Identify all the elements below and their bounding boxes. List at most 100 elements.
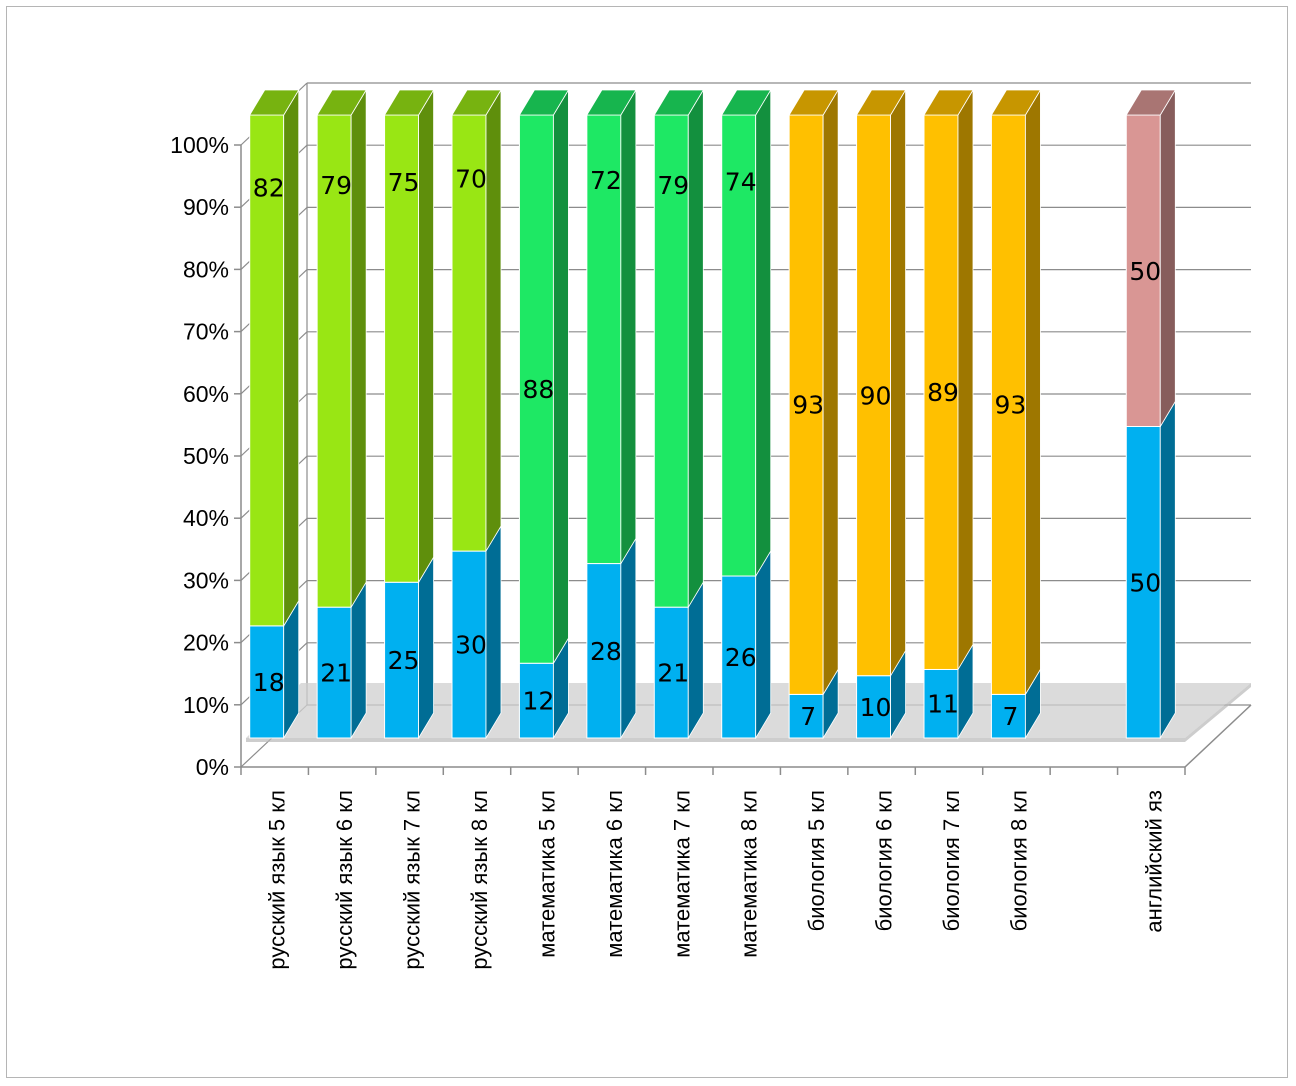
y-tick-label: 70% [183,319,229,345]
bar-upper-side [957,88,974,671]
bar-stack: 26 74 [721,88,772,740]
data-label-upper: 79 [320,171,352,200]
x-tick-label: биология 7 кл [939,790,964,931]
bar-top [518,89,570,116]
data-label-upper: 75 [388,168,420,197]
bar-lower-side [350,580,367,740]
bar-stack: 30 70 [451,88,502,740]
bar-top [788,89,839,116]
x-tick-label: английский яз [1141,790,1166,933]
bar-top [586,89,637,116]
bar-top [653,89,704,116]
data-label-lower: 10 [860,693,892,722]
x-tick-label: математика 6 кл [602,790,627,958]
y-tick-label: 100% [170,132,229,158]
x-tick-label: математика 8 кл [737,790,762,958]
x-tick-label: математика 7 кл [669,790,694,958]
data-label-lower: 50 [1129,568,1161,597]
x-tick-label: русский язык 6 кл [332,790,357,970]
data-label-lower: 26 [725,643,757,672]
bar-lower-front [788,693,824,739]
bar-lower-front [990,693,1026,739]
bar-top [721,89,772,116]
y-tick-label: 30% [183,567,229,593]
data-label-upper: 70 [455,164,487,193]
y-tick-label: 90% [183,194,229,220]
chart-frame [6,6,1288,1078]
bar-upper-side [350,88,367,609]
data-label-upper: 72 [590,166,622,195]
bar-top [249,89,300,116]
bar-top [923,89,974,116]
bar-upper-side [890,88,906,678]
bar-lower-side [1159,400,1176,740]
bar-upper-front [721,114,757,577]
data-label-upper: 82 [253,173,285,202]
bars: 1882217925753070128828722179267479310901… [249,88,1176,740]
data-label-lower: 11 [927,690,959,719]
bar-upper-side [620,88,637,566]
data-label-lower: 28 [590,637,622,666]
data-label-upper: 79 [657,171,689,200]
y-axis: 0% 10% 20% 30% 40% 50% 60% 70% 80% 90% 100% [170,132,241,780]
data-label-upper: 93 [995,391,1027,420]
bar-stack: 21 79 [316,88,367,740]
x-tick-label: русский язык 7 кл [400,790,425,970]
bar-stack: 10 90 [855,88,907,740]
bar-upper-side [822,88,839,696]
bar-upper-side [755,88,772,578]
data-label-lower: 7 [1002,702,1018,731]
bar-stack: 7 93 [990,88,1042,740]
x-tick-label: биология 8 кл [1006,790,1031,931]
bar-upper-front [384,114,420,583]
bar-top [1125,89,1176,116]
x-tick-labels: русский язык 5 кл русский язык 6 кл русски… [265,790,1167,970]
bar-lower-front [1125,426,1161,739]
bar-upper-front [788,114,824,695]
x-tick-label: биология 6 кл [872,790,897,931]
bar-upper-front [653,114,689,608]
data-label-upper: 50 [1129,257,1161,286]
bar-top [855,89,907,116]
x-tick-label: биология 5 кл [804,790,829,931]
bar-lower-front [316,606,352,739]
data-label-lower: 25 [388,646,420,675]
bar-stack: 12 88 [518,88,570,740]
data-label-lower: 21 [657,659,689,688]
y-tick-label: 50% [183,443,229,469]
data-label-upper: 74 [725,167,757,196]
bar-upper-side [553,88,569,665]
bar-upper-side [1159,88,1176,428]
bar-top [990,89,1042,116]
bar-upper-side [485,88,502,553]
data-label-upper: 88 [523,375,555,404]
bar-lower-side [687,580,704,740]
bar-lower-side [485,524,502,740]
y-tick-label: 40% [183,505,229,531]
bar-upper-front [923,114,959,670]
data-label-lower: 30 [455,631,487,660]
x-tick-label: русский язык 5 кл [265,790,290,970]
data-label-lower: 21 [320,659,352,688]
data-label-upper: 90 [860,381,892,410]
x-axis-depth [1184,704,1252,768]
y-tick-label: 80% [183,256,229,282]
y-tick-label: 10% [183,692,229,718]
bar-stack: 7 93 [788,88,839,740]
y-tick-label: 20% [183,630,229,656]
data-label-upper: 89 [927,378,959,407]
data-label-lower: 12 [523,687,555,716]
bar-top [383,89,435,116]
bar-upper-front [518,114,554,664]
bar-lower-front [384,581,420,739]
bar-upper-side [687,88,704,609]
y-tick-label: 60% [183,381,229,407]
data-label-lower: 7 [800,702,816,731]
data-label-upper: 93 [792,391,824,420]
bar-upper-side [1025,88,1041,696]
bar-stack: 21 79 [653,88,704,740]
bar-top [316,89,367,116]
bar-lower-front [249,625,285,739]
